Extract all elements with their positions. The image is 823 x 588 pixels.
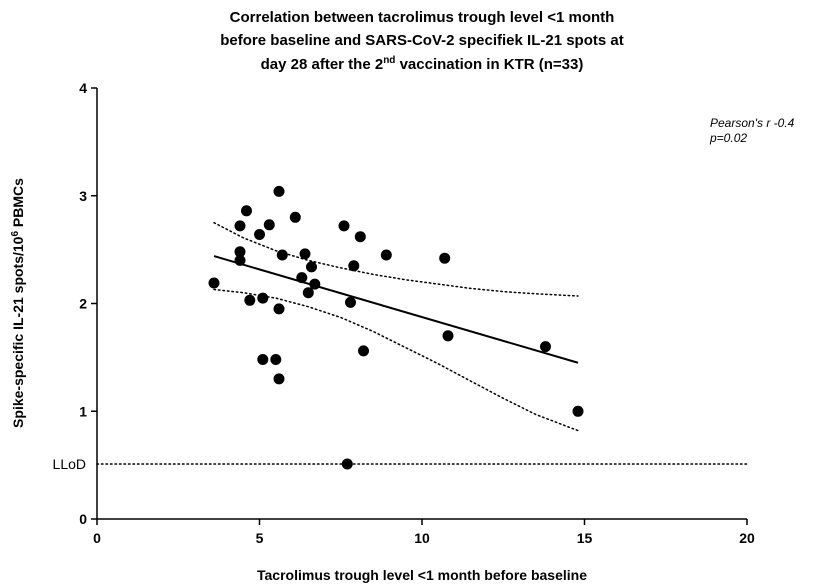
data-point xyxy=(442,330,454,342)
x-tick-label: 20 xyxy=(739,530,755,546)
ci-lower-line xyxy=(213,288,579,432)
data-point xyxy=(309,278,321,290)
regression-layer xyxy=(213,255,579,364)
data-point xyxy=(234,220,246,232)
data-point xyxy=(299,248,311,260)
data-point xyxy=(257,354,269,365)
data-point xyxy=(234,254,246,266)
data-point xyxy=(341,458,353,470)
data-point xyxy=(241,205,252,217)
data-point xyxy=(338,220,350,232)
data-point xyxy=(263,219,275,231)
y-tick-label: 2 xyxy=(79,296,87,312)
x-tick-label: 15 xyxy=(577,530,593,546)
confidence-bands xyxy=(213,221,579,432)
y-tick-label: 4 xyxy=(79,80,87,96)
data-point xyxy=(358,345,369,357)
y-tick-label: 0 xyxy=(79,511,87,527)
data-point xyxy=(257,292,269,304)
data-point xyxy=(572,405,584,417)
y-tick-label: 3 xyxy=(79,188,87,204)
data-point xyxy=(540,341,551,353)
data-point xyxy=(234,246,246,258)
data-point xyxy=(302,287,314,299)
axes: 0 5 10 15 20 0 1 2 3 4 xyxy=(79,80,755,546)
title-line-1: Correlation between tacrolimus trough le… xyxy=(230,9,615,26)
data-point xyxy=(439,252,451,264)
y-tick-label: 1 xyxy=(79,403,87,419)
stats-annotation: Pearson's r -0.4 p=0.02 xyxy=(709,116,795,145)
data-point xyxy=(306,261,317,273)
data-point xyxy=(348,260,360,272)
title-line-2: before baseline and SARS-CoV-2 specifiek… xyxy=(220,32,623,49)
data-point xyxy=(270,354,282,365)
data-point xyxy=(289,211,301,223)
x-tick-label: 5 xyxy=(256,530,264,546)
data-point xyxy=(354,231,366,243)
data-point xyxy=(254,229,265,240)
data-point xyxy=(244,294,256,306)
x-axis-label: Tacrolimus trough level <1 month before … xyxy=(257,567,587,583)
data-points xyxy=(208,185,584,470)
data-point xyxy=(273,373,285,385)
data-point xyxy=(345,296,356,308)
x-tick-label: 10 xyxy=(414,530,430,546)
chart-title: Correlation between tacrolimus trough le… xyxy=(220,9,623,73)
lld-label: LLoD xyxy=(53,456,86,472)
data-point xyxy=(208,277,220,289)
ci-upper-line xyxy=(213,221,579,297)
data-point xyxy=(296,272,308,284)
data-point xyxy=(273,185,285,197)
regression-line xyxy=(213,255,579,364)
data-point xyxy=(276,249,288,261)
data-point xyxy=(273,303,285,315)
title-line-3: day 28 after the 2nd vaccination in KTR … xyxy=(261,55,584,73)
pearson-r-text: Pearson's r -0.4 xyxy=(710,116,795,130)
x-tick-label: 0 xyxy=(93,530,101,546)
data-point xyxy=(380,249,392,261)
p-value-text: p=0.02 xyxy=(709,131,747,145)
y-axis-label: Spike-specific IL-21 spots/106 PBMCs xyxy=(10,178,26,428)
